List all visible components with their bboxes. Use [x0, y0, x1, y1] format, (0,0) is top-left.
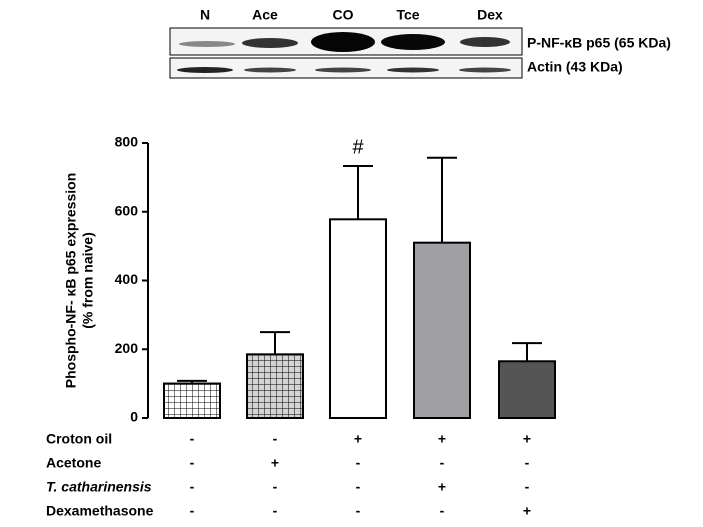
treatment-sign: -: [440, 503, 445, 519]
figure: N Ace CO Tce Dex P-NF-κB p65 (65 KDa) Actin (4…: [0, 0, 703, 522]
annotation: #: [352, 136, 364, 158]
treatment-name: Acetone: [46, 455, 101, 471]
blot-band: [315, 68, 371, 73]
bar-hatch: [164, 384, 220, 418]
band-label: P-NF-κB p65 (65 KDa): [527, 35, 671, 51]
treatment-sign: -: [190, 455, 195, 471]
treatment-sign: -: [525, 479, 530, 495]
treatment-sign: +: [523, 431, 531, 447]
y-tick-label: 800: [115, 134, 139, 150]
blot-band: [179, 41, 235, 47]
blot-band: [311, 32, 375, 52]
y-tick-label: 600: [115, 202, 139, 218]
treatment-sign: +: [438, 479, 446, 495]
treatment-sign: -: [356, 503, 361, 519]
blot: [170, 28, 522, 78]
lane-label: Tce: [396, 7, 419, 23]
y-axis-label: (% from naive): [80, 232, 96, 328]
lane-label: N: [200, 7, 210, 23]
bar-hatch: [247, 354, 303, 418]
treatment-sign: +: [271, 455, 279, 471]
y-axis-label: Phospho-NF- κB p65 expression: [63, 173, 79, 389]
blot-band: [242, 38, 298, 48]
y-tick-label: 400: [115, 271, 139, 287]
treatment-sign: -: [356, 479, 361, 495]
bar: [499, 361, 555, 418]
band-label: Actin (43 KDa): [527, 59, 623, 75]
y-tick-label: 200: [115, 340, 139, 356]
blot-band: [244, 68, 296, 73]
treatment-sign: -: [190, 479, 195, 495]
bar: [414, 243, 470, 418]
blot-band: [460, 37, 510, 47]
y-tick-label: 0: [130, 409, 138, 425]
treatment-sign: -: [273, 431, 278, 447]
blot-band: [381, 34, 445, 50]
blot-band: [387, 68, 439, 73]
treatment-name: T. catharinensis: [46, 479, 152, 495]
blot-band: [177, 67, 233, 73]
treatment-sign: -: [356, 455, 361, 471]
lane-label: CO: [333, 7, 354, 23]
treatment-name: Dexamethasone: [46, 503, 154, 519]
treatment-sign: +: [438, 431, 446, 447]
blot-band: [459, 68, 511, 73]
treatment-sign: +: [354, 431, 362, 447]
treatment-name: Croton oil: [46, 431, 112, 447]
treatment-sign: -: [440, 455, 445, 471]
treatment-sign: -: [525, 455, 530, 471]
lane-label: Ace: [252, 7, 278, 23]
bar: [330, 219, 386, 418]
treatment-sign: -: [273, 503, 278, 519]
treatment-sign: -: [273, 479, 278, 495]
treatment-sign: -: [190, 431, 195, 447]
treatment-sign: +: [523, 503, 531, 519]
lane-label: Dex: [477, 7, 503, 23]
treatment-sign: -: [190, 503, 195, 519]
